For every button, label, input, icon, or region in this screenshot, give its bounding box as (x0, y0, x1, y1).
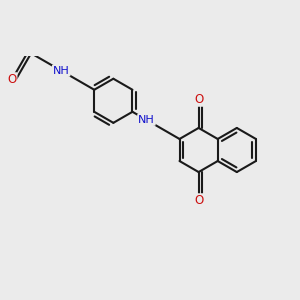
Text: O: O (194, 194, 203, 207)
Text: NH: NH (53, 66, 70, 76)
Text: NH: NH (138, 115, 155, 125)
Text: O: O (7, 73, 16, 86)
Text: O: O (194, 93, 203, 106)
